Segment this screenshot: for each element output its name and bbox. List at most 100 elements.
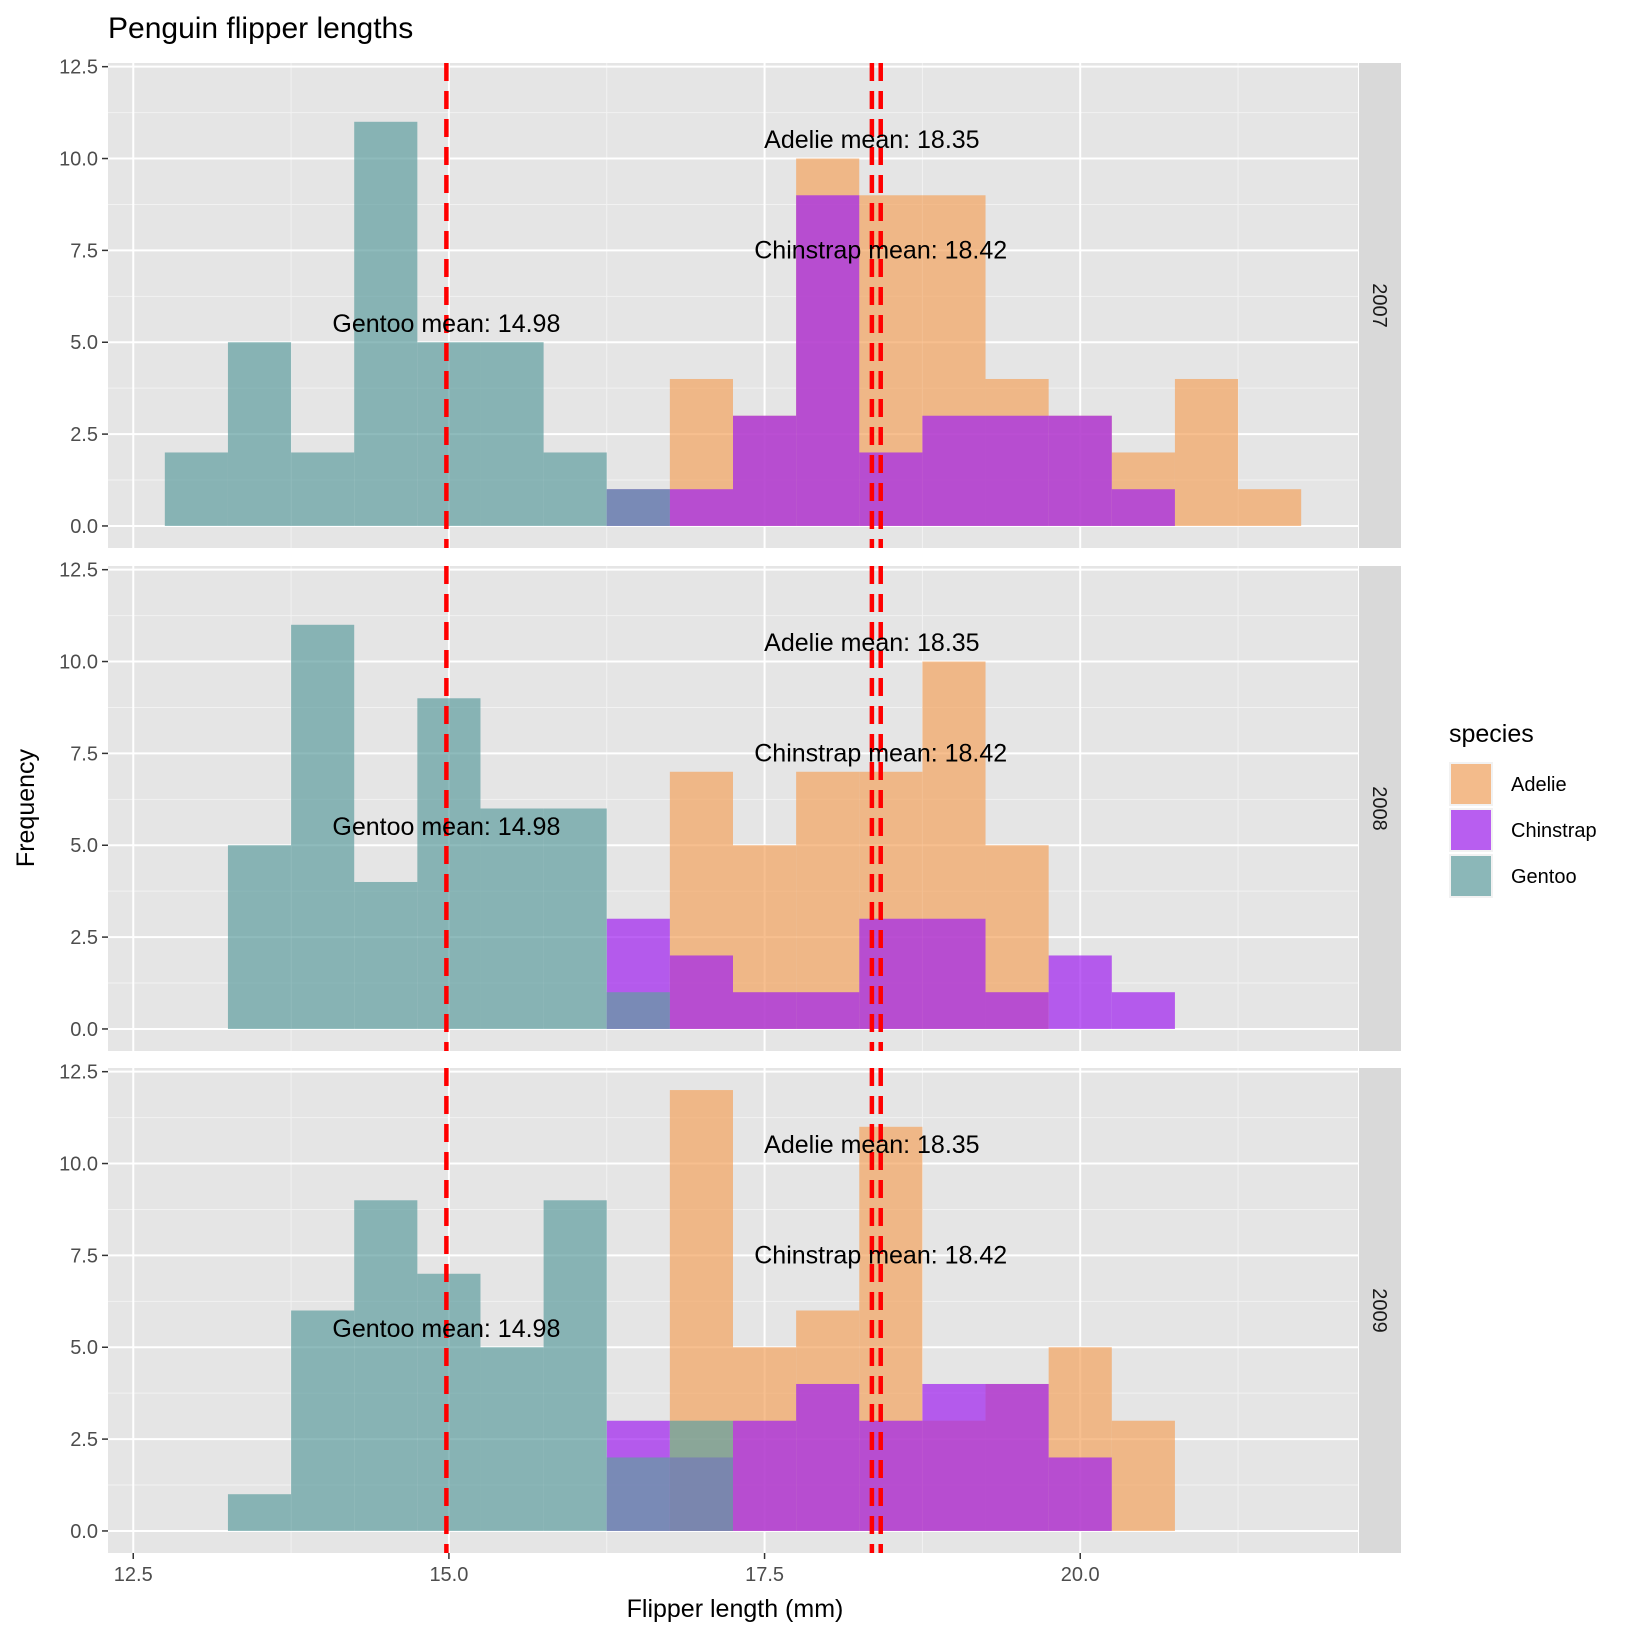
legend-swatch-adelie (1451, 764, 1491, 804)
bar-gentoo (480, 808, 544, 1029)
bar-chinstrap (985, 992, 1049, 1029)
facet-strip-label: 2008 (1368, 786, 1390, 831)
y-tick-label: 5.0 (70, 835, 98, 857)
bar-chinstrap (1048, 955, 1112, 1029)
mean-label-chinstrap: Chinstrap mean: 18.42 (754, 739, 1007, 767)
y-tick-label: 12.5 (59, 1062, 98, 1084)
bar-adelie (1238, 489, 1302, 526)
bar-chinstrap (922, 918, 986, 1029)
bar-chinstrap (669, 955, 733, 1029)
y-tick-label: 0.0 (70, 516, 98, 538)
bar-gentoo (291, 624, 355, 1029)
bar-chinstrap (796, 992, 860, 1029)
facet-strip-label: 2007 (1368, 283, 1390, 328)
x-tick-label: 12.5 (114, 1564, 153, 1586)
bar-gentoo (543, 452, 607, 526)
mean-label-adelie: Adelie mean: 18.35 (764, 1131, 979, 1159)
y-tick-label: 7.5 (70, 240, 98, 262)
y-tick-label: 10.0 (59, 652, 98, 674)
mean-label-adelie: Adelie mean: 18.35 (764, 126, 979, 154)
bar-chinstrap (1048, 415, 1112, 526)
y-tick-label: 5.0 (70, 1337, 98, 1359)
facet-strip (1359, 63, 1401, 548)
mean-label-adelie: Adelie mean: 18.35 (764, 629, 979, 657)
legend-label-chinstrap: Chinstrap (1511, 820, 1597, 842)
y-tick-label: 7.5 (70, 743, 98, 765)
panel-2008: Adelie mean: 18.35 Chinstrap mean: 18.42 G… (59, 560, 1401, 1051)
bar-chinstrap (669, 489, 733, 526)
bar-chinstrap (1111, 489, 1175, 526)
bar-chinstrap (985, 1383, 1049, 1531)
bar-chinstrap (922, 1383, 986, 1531)
mean-label-gentoo: Gentoo mean: 14.98 (332, 813, 560, 841)
y-tick-label: 12.5 (59, 57, 98, 79)
facet-strip (1359, 566, 1401, 1051)
y-tick-label: 2.5 (70, 927, 98, 949)
y-tick-label: 5.0 (70, 332, 98, 354)
bar-gentoo (606, 489, 670, 526)
mean-label-gentoo: Gentoo mean: 14.98 (332, 310, 560, 338)
bar-chinstrap (859, 1420, 923, 1531)
bar-gentoo (417, 698, 481, 1029)
mean-label-chinstrap: Chinstrap mean: 18.42 (754, 236, 1007, 264)
bar-adelie (1174, 378, 1239, 526)
bar-gentoo (417, 1273, 481, 1531)
bar-gentoo (417, 342, 481, 526)
y-tick-label: 2.5 (70, 1429, 98, 1451)
legend-swatch-gentoo (1451, 856, 1491, 896)
panel-2009: Adelie mean: 18.35 Chinstrap mean: 18.42 G… (59, 1062, 1401, 1553)
bar-chinstrap (1048, 1457, 1112, 1531)
bar-gentoo (227, 342, 292, 526)
bar-gentoo (669, 1420, 733, 1531)
facet-strip (1359, 1068, 1401, 1553)
y-tick-label: 10.0 (59, 149, 98, 171)
bar-gentoo (606, 992, 670, 1029)
x-tick-label: 20.0 (1061, 1564, 1100, 1586)
bar-gentoo (543, 1200, 607, 1531)
y-tick-label: 7.5 (70, 1245, 98, 1267)
legend-label-gentoo: Gentoo (1511, 866, 1577, 888)
x-tick-label: 15.0 (429, 1564, 468, 1586)
bar-chinstrap (733, 992, 797, 1029)
legend-swatch-chinstrap (1451, 810, 1491, 850)
bar-chinstrap (1111, 992, 1175, 1029)
bar-gentoo (354, 881, 418, 1029)
bar-chinstrap (985, 415, 1049, 526)
bar-adelie (1111, 1420, 1175, 1531)
y-tick-label: 10.0 (59, 1154, 98, 1176)
mean-label-gentoo: Gentoo mean: 14.98 (332, 1315, 560, 1343)
bar-gentoo (227, 845, 292, 1029)
bar-gentoo (164, 452, 228, 526)
mean-label-chinstrap: Chinstrap mean: 18.42 (754, 1241, 1007, 1269)
facet-strip-label: 2009 (1368, 1288, 1390, 1333)
y-tick-label: 12.5 (59, 560, 98, 582)
bar-gentoo (543, 808, 607, 1029)
legend-label-adelie: Adelie (1511, 774, 1567, 796)
y-tick-label: 0.0 (70, 1019, 98, 1041)
y-axis-title: Frequency (12, 748, 40, 867)
y-tick-label: 2.5 (70, 424, 98, 446)
panel-2007: Adelie mean: 18.35 Chinstrap mean: 18.42 G… (59, 57, 1401, 548)
bar-chinstrap (859, 452, 923, 526)
bar-chinstrap (859, 918, 923, 1029)
bar-chinstrap (796, 195, 860, 526)
bar-chinstrap (922, 415, 986, 526)
bar-gentoo (480, 342, 544, 526)
legend-title: species (1449, 720, 1534, 748)
x-tick-label: 17.5 (745, 1564, 784, 1586)
bar-gentoo (291, 1310, 355, 1531)
bar-gentoo (606, 1457, 670, 1531)
x-axis-title: Flipper length (mm) (627, 1595, 844, 1623)
bar-chinstrap (733, 1420, 797, 1531)
bar-gentoo (291, 452, 355, 526)
bar-chinstrap (733, 415, 797, 526)
panels: Adelie mean: 18.35 Chinstrap mean: 18.42 G… (59, 57, 1401, 1586)
legend: species Adelie Chinstrap Gentoo (1449, 720, 1597, 898)
bar-gentoo (354, 121, 418, 526)
bar-gentoo (354, 1200, 418, 1531)
y-tick-label: 0.0 (70, 1521, 98, 1543)
bar-gentoo (480, 1347, 544, 1531)
chart-title: Penguin flipper lengths (108, 12, 413, 45)
bar-chinstrap (796, 1383, 860, 1531)
